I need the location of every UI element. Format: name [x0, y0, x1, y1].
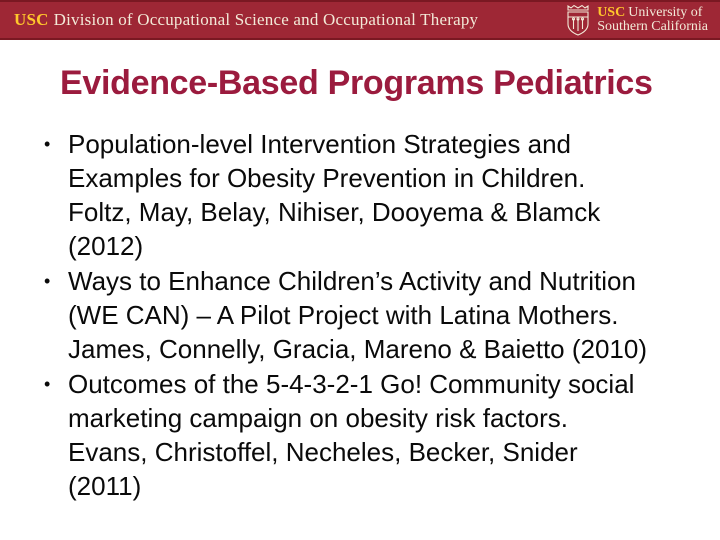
usc-shield-icon: [567, 4, 589, 36]
division-name: Division of Occupational Science and Occ…: [53, 10, 479, 29]
bullet-text-line: (2011): [68, 471, 142, 501]
university-name: USC University of Southern California: [597, 6, 708, 34]
bullet-text-line: marketing campaign on obesity risk facto…: [68, 403, 568, 433]
usc-header-banner: USC Division of Occupational Science and …: [0, 0, 720, 40]
usc-wordmark: USC: [14, 10, 49, 29]
bullet-text-line: Population-level Intervention Strategies…: [68, 129, 571, 159]
bullet-text-line: Evans, Christoffel, Necheles, Becker, Sn…: [68, 437, 578, 467]
bullet-icon: •: [44, 374, 51, 394]
university-brand: USC University of Southern California: [564, 4, 708, 36]
bullet-text-line: Foltz, May, Belay, Nihiser, Dooyema & Bl…: [68, 197, 601, 227]
bullet-text: Ways to Enhance Children’s Activity and …: [68, 264, 704, 366]
bullet-text-line: Ways to Enhance Children’s Activity and …: [68, 266, 636, 296]
bullet-text-line: (2012): [68, 231, 144, 261]
southern-california-label: Southern California: [597, 19, 708, 34]
bullet-text-line: (WE CAN) – A Pilot Project with Latina M…: [68, 300, 619, 330]
university-of-label: University of: [628, 5, 703, 20]
bullet-list: • Population-level Intervention Strategi…: [44, 127, 704, 504]
list-item: • Ways to Enhance Children’s Activity an…: [44, 264, 704, 366]
bullet-text-line: Examples for Obesity Prevention in Child…: [68, 163, 586, 193]
bullet-icon: •: [44, 134, 51, 154]
list-item: • Population-level Intervention Strategi…: [44, 127, 704, 263]
division-brand: USC Division of Occupational Science and …: [14, 10, 478, 30]
slide-title: Evidence-Based Programs Pediatrics: [60, 64, 653, 102]
bullet-icon: •: [44, 271, 51, 291]
bullet-text-line: Outcomes of the 5-4-3-2-1 Go! Community …: [68, 369, 635, 399]
list-item: • Outcomes of the 5-4-3-2-1 Go! Communit…: [44, 367, 704, 503]
usc-wordmark-small: USC: [597, 5, 626, 20]
bullet-text-line: James, Connelly, Gracia, Mareno & Baiett…: [68, 334, 648, 364]
bullet-text: Population-level Intervention Strategies…: [68, 127, 704, 263]
bullet-text: Outcomes of the 5-4-3-2-1 Go! Community …: [68, 367, 704, 503]
